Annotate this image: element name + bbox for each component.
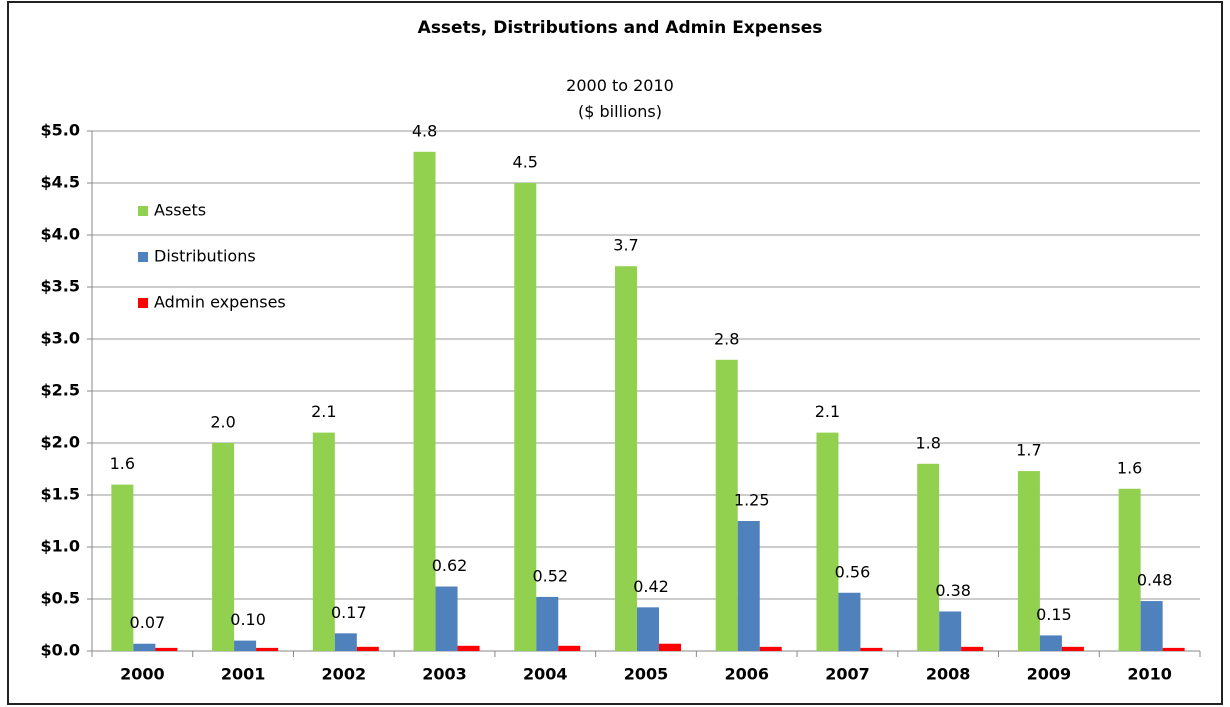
data-label: 1.6 xyxy=(1117,458,1142,477)
bar xyxy=(917,463,940,651)
bar xyxy=(860,647,883,651)
data-label: 0.42 xyxy=(633,577,669,596)
x-tick-label: 2010 xyxy=(1127,665,1172,684)
bar xyxy=(816,432,839,651)
data-label: 4.5 xyxy=(513,153,538,172)
bar xyxy=(1039,635,1062,651)
y-tick-label: $4.5 xyxy=(41,173,80,192)
data-label: 2.1 xyxy=(311,402,336,421)
data-label: 0.52 xyxy=(532,566,568,585)
x-tick-label: 2009 xyxy=(1027,665,1072,684)
bar xyxy=(212,443,235,651)
bar xyxy=(715,359,738,651)
data-label: 1.25 xyxy=(734,491,770,510)
unit-note: ($ billions) xyxy=(578,102,662,121)
bar xyxy=(133,643,156,651)
legend-swatch xyxy=(138,298,148,308)
y-tick-label: $5.0 xyxy=(41,121,80,140)
y-tick-label: $2.0 xyxy=(41,433,80,452)
legend-swatch xyxy=(138,252,148,262)
bar xyxy=(1140,601,1163,651)
bar xyxy=(256,647,279,651)
bar xyxy=(1162,647,1185,651)
data-label: 1.6 xyxy=(110,454,135,473)
data-label: 0.38 xyxy=(935,581,971,600)
data-label: 0.48 xyxy=(1137,571,1173,590)
bar xyxy=(939,611,962,651)
bar xyxy=(356,646,379,651)
data-label: 2.0 xyxy=(210,413,235,432)
y-tick-label: $4.0 xyxy=(41,225,80,244)
x-tick-label: 2002 xyxy=(322,665,367,684)
y-tick-label: $0.5 xyxy=(41,589,80,608)
data-label: 3.7 xyxy=(613,236,638,255)
legend-label: Distributions xyxy=(154,247,256,266)
bar xyxy=(413,151,436,652)
bar xyxy=(838,592,861,651)
bar xyxy=(637,607,659,651)
x-tick-label: 2008 xyxy=(926,665,971,684)
x-tick-label: 2001 xyxy=(221,665,266,684)
y-tick-label: $3.0 xyxy=(41,329,80,348)
y-tick-label: $3.5 xyxy=(41,277,80,296)
x-tick-label: 2005 xyxy=(624,665,669,684)
bar xyxy=(759,646,782,651)
data-label: 0.10 xyxy=(230,610,266,629)
legend-label: Admin expenses xyxy=(154,293,286,312)
bar xyxy=(1061,646,1084,651)
data-label: 4.8 xyxy=(412,121,437,140)
bar xyxy=(312,432,335,651)
x-tick-label: 2004 xyxy=(523,665,568,684)
data-label: 0.62 xyxy=(432,556,468,575)
bar xyxy=(558,645,581,651)
bar xyxy=(1118,488,1141,651)
x-tick-label: 2007 xyxy=(825,665,870,684)
bar xyxy=(435,586,458,651)
bar xyxy=(457,645,480,651)
bar xyxy=(234,640,257,651)
x-tick-label: 2003 xyxy=(422,665,467,684)
y-tick-label: $0.0 xyxy=(41,641,80,660)
bar xyxy=(111,484,134,651)
bar xyxy=(737,521,760,651)
legend-label: Assets xyxy=(154,201,206,220)
data-label: 0.15 xyxy=(1036,605,1072,624)
bar xyxy=(514,183,537,651)
data-label: 2.1 xyxy=(815,402,840,421)
data-label: 1.7 xyxy=(1016,441,1041,460)
chart-title: Assets, Distributions and Admin Expenses xyxy=(417,18,823,38)
y-tick-label: $2.5 xyxy=(41,381,80,400)
data-label: 2.8 xyxy=(714,329,739,348)
bar xyxy=(536,596,559,651)
chart-subtitle: 2000 to 2010 xyxy=(566,76,674,95)
bar xyxy=(615,266,637,651)
data-label: 0.07 xyxy=(130,613,166,632)
data-label: 0.56 xyxy=(835,562,871,581)
bar xyxy=(334,633,357,651)
x-tick-label: 2006 xyxy=(724,665,769,684)
bar xyxy=(961,646,984,651)
data-label: 0.17 xyxy=(331,603,367,622)
chart-frame xyxy=(7,1,1223,705)
bar xyxy=(155,647,178,651)
y-tick-label: $1.5 xyxy=(41,485,80,504)
y-tick-label: $1.0 xyxy=(41,537,80,556)
bar xyxy=(1017,471,1040,651)
legend-swatch xyxy=(138,206,148,216)
x-tick-label: 2000 xyxy=(120,665,165,684)
data-label: 1.8 xyxy=(915,433,940,452)
bar xyxy=(659,643,681,651)
